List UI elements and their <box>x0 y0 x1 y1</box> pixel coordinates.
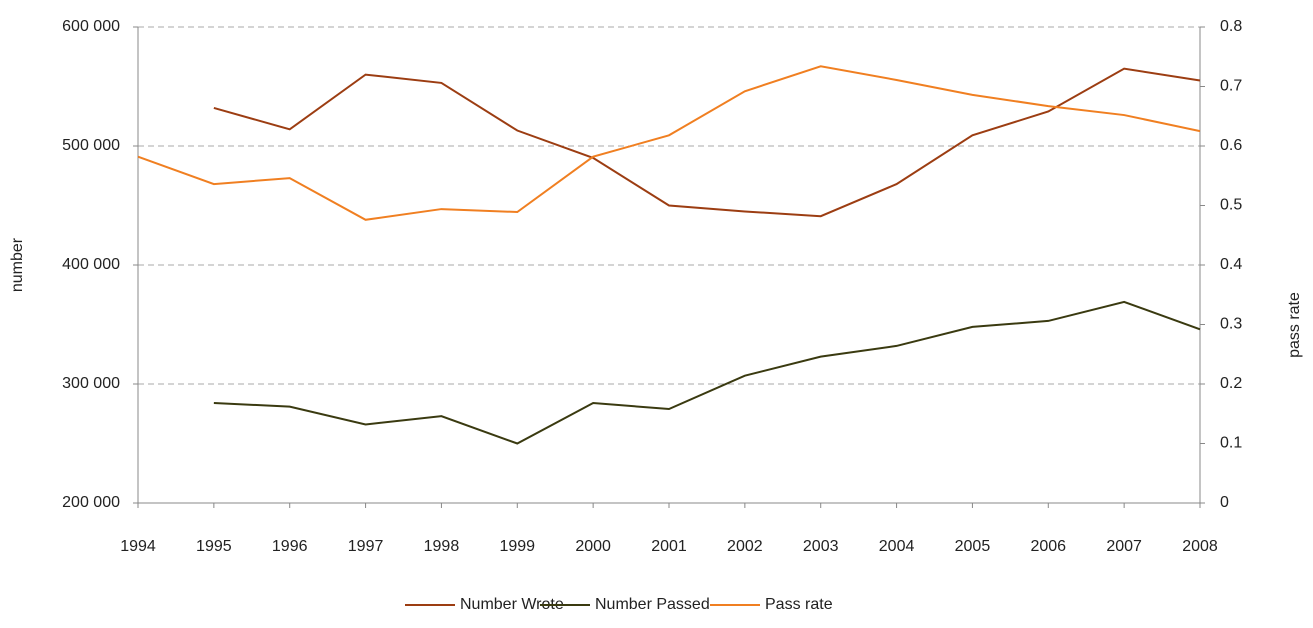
x-tick-label: 2005 <box>955 538 991 555</box>
x-tick-label: 2001 <box>651 538 687 555</box>
x-tick-label: 2006 <box>1030 538 1066 555</box>
y2-tick-label: 0.5 <box>1220 197 1242 214</box>
y-tick-label: 300 000 <box>62 375 120 392</box>
y2-tick-label: 0.1 <box>1220 435 1242 452</box>
series-line <box>213 300 1201 445</box>
series-line <box>137 65 1201 221</box>
legend-label: Number Passed <box>595 596 710 613</box>
x-tick-label: 2003 <box>803 538 839 555</box>
x-tick-label: 2008 <box>1182 538 1218 555</box>
x-tick-label: 1995 <box>196 538 232 555</box>
y-tick-label: 600 000 <box>62 18 120 35</box>
x-tick-label: 1999 <box>499 538 535 555</box>
y2-tick-label: 0.2 <box>1220 375 1242 392</box>
y-tick-label: 500 000 <box>62 137 120 154</box>
legend-label: Number Wrote <box>460 596 564 613</box>
y2-axis-label: pass rate <box>1286 292 1303 358</box>
y2-tick-label: 0.3 <box>1220 316 1242 333</box>
x-tick-label: 1994 <box>120 538 156 555</box>
x-tick-label: 2002 <box>727 538 763 555</box>
x-tick-label: 1998 <box>424 538 460 555</box>
y2-tick-label: 0.6 <box>1220 137 1242 154</box>
x-tick-label: 2004 <box>879 538 915 555</box>
y2-tick-label: 0.7 <box>1220 78 1242 95</box>
x-tick-label: 2007 <box>1106 538 1142 555</box>
y2-tick-label: 0.4 <box>1220 256 1242 273</box>
x-tick-label: 2000 <box>575 538 611 555</box>
y2-tick-label: 0.8 <box>1220 18 1242 35</box>
x-tick-label: 1996 <box>272 538 308 555</box>
y-tick-label: 400 000 <box>62 256 120 273</box>
y-tick-label: 200 000 <box>62 494 120 511</box>
x-tick-label: 1997 <box>348 538 384 555</box>
series-line <box>213 67 1201 218</box>
y-axis-label: number <box>9 237 26 292</box>
y2-tick-label: 0 <box>1220 494 1229 511</box>
legend-label: Pass rate <box>765 596 833 613</box>
